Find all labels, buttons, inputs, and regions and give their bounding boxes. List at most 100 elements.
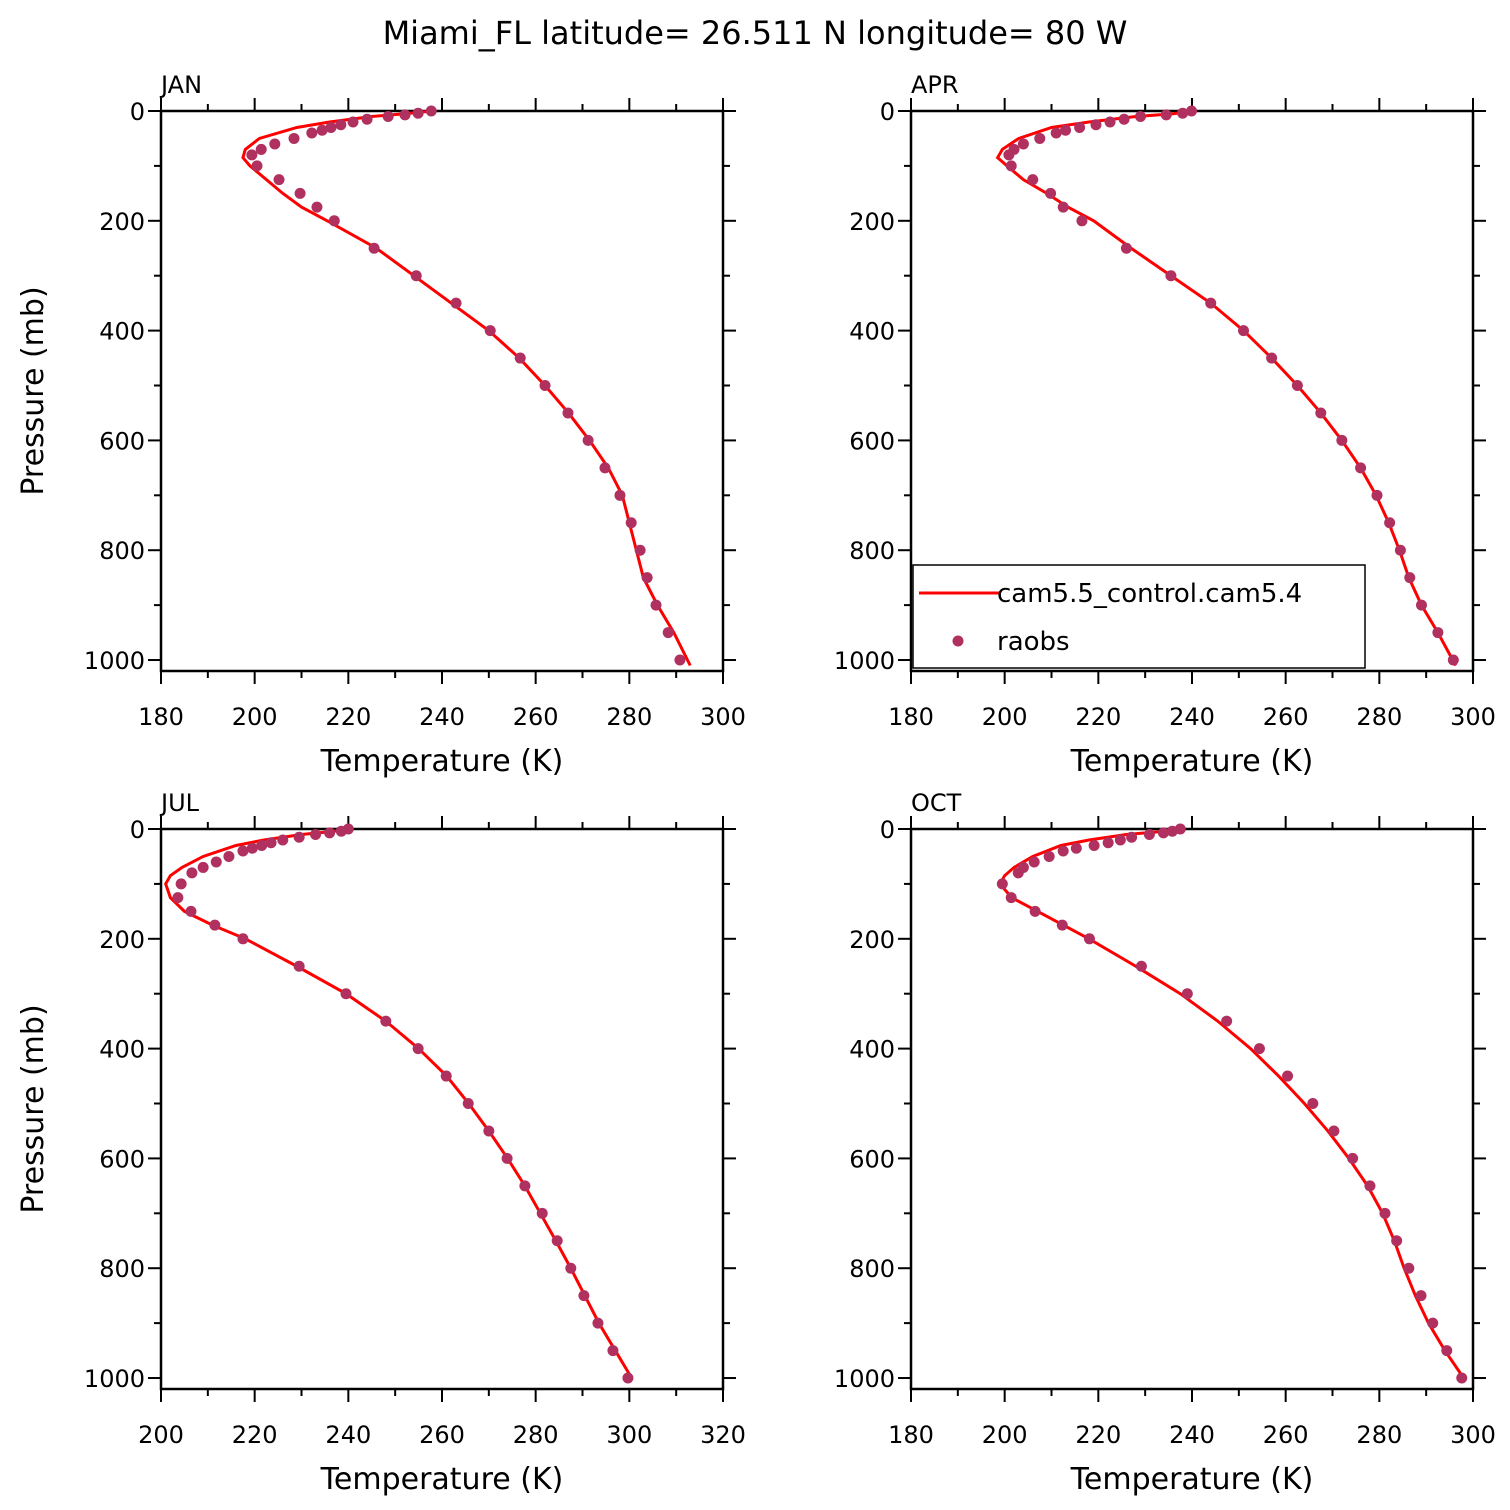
x-axis-label: Temperature (K)	[1070, 1462, 1314, 1497]
obs-point	[1017, 138, 1029, 150]
obs-point	[565, 1262, 577, 1274]
plot-frame	[159, 109, 725, 673]
obs-point	[1057, 201, 1069, 213]
obs-point	[641, 572, 653, 584]
y-axis-label: Pressure (mb)	[16, 286, 51, 495]
x-tick-label: 200	[982, 1421, 1028, 1449]
obs-point	[607, 1345, 619, 1357]
obs-point	[1118, 113, 1130, 125]
obs-point	[209, 919, 221, 931]
y-tick-label: 0	[130, 98, 145, 126]
y-tick-label: 0	[130, 816, 145, 844]
obs-point	[412, 107, 424, 119]
obs-point	[1364, 1180, 1376, 1192]
obs-point	[1379, 1207, 1391, 1219]
y-tick-label: 0	[880, 816, 895, 844]
obs-point	[186, 867, 198, 879]
obs-point	[1126, 831, 1138, 843]
y-tick-label: 0	[880, 98, 895, 126]
obs-point	[1282, 1070, 1294, 1082]
obs-point	[614, 489, 626, 501]
obs-point	[1328, 1125, 1340, 1137]
obs-point	[1336, 434, 1348, 446]
obs-point	[251, 160, 263, 172]
obs-point	[185, 905, 197, 917]
legend-label: raobs	[997, 627, 1070, 657]
obs-point	[1114, 834, 1126, 846]
panel: 0 200 400 600 800 1000 200 220 240 260 280 300 320 JU…	[16, 789, 746, 1497]
obs-point	[294, 187, 306, 199]
obs-point	[1143, 828, 1155, 840]
obs-point	[1083, 933, 1095, 945]
obs-point	[1404, 572, 1416, 584]
obs-point	[1266, 352, 1278, 364]
obs-point	[1166, 825, 1178, 837]
plot-frame	[159, 827, 725, 1391]
obs-point	[1347, 1152, 1359, 1164]
obs-point	[578, 1290, 590, 1302]
obs-point	[1315, 407, 1327, 419]
x-tick-label: 180	[138, 703, 184, 731]
obs-point	[1403, 1262, 1415, 1274]
obs-point	[210, 856, 222, 868]
panel: 0 200 400 600 800 1000 180 200 220 240 260 280 300 OC…	[834, 789, 1496, 1497]
obs-point	[1056, 919, 1068, 931]
obs-point	[1307, 1098, 1319, 1110]
y-tick-label: 600	[99, 1145, 145, 1173]
obs-point	[293, 960, 305, 972]
obs-point	[328, 215, 340, 227]
x-tick-label: 240	[419, 703, 465, 731]
obs-point	[501, 1152, 513, 1164]
obs-point	[1029, 905, 1041, 917]
obs-point	[412, 1043, 424, 1055]
obs-point	[277, 834, 289, 846]
obs-point	[1088, 839, 1100, 851]
obs-point	[1456, 1372, 1468, 1384]
x-tick-label: 300	[606, 1421, 652, 1449]
obs-point	[335, 119, 347, 131]
obs-point	[1090, 119, 1102, 131]
y-tick-label: 800	[99, 537, 145, 565]
panel-title: APR	[911, 71, 959, 99]
y-tick-label: 800	[99, 1255, 145, 1283]
x-tick-label: 320	[700, 1421, 746, 1449]
x-tick-label: 240	[1169, 1421, 1215, 1449]
obs-point	[1034, 132, 1046, 144]
x-axis-label: Temperature (K)	[320, 744, 564, 779]
y-axis-label: Pressure (mb)	[16, 1004, 51, 1213]
obs-point	[237, 845, 249, 857]
obs-point	[399, 109, 411, 121]
obs-point	[1003, 149, 1015, 161]
y-tick-label: 200	[849, 208, 895, 236]
obs-point	[1432, 627, 1444, 639]
obs-point	[514, 352, 526, 364]
x-tick-label: 300	[1450, 1421, 1496, 1449]
y-tick-label: 600	[849, 427, 895, 455]
x-tick-label: 280	[513, 1421, 559, 1449]
obs-point	[1181, 988, 1193, 1000]
obs-point	[223, 850, 235, 862]
obs-point	[1057, 845, 1069, 857]
obs-point	[1005, 892, 1017, 904]
obs-point	[288, 132, 300, 144]
obs-point	[450, 297, 462, 309]
obs-point	[462, 1098, 474, 1110]
obs-point	[1415, 599, 1427, 611]
obs-point	[293, 831, 305, 843]
obs-point	[1074, 121, 1086, 133]
x-tick-label: 180	[888, 1421, 934, 1449]
obs-point	[582, 434, 594, 446]
obs-point	[519, 1180, 531, 1192]
y-tick-label: 1000	[834, 647, 895, 675]
profile-line	[998, 827, 1465, 1379]
obs-point	[1177, 107, 1189, 119]
x-tick-label: 240	[1169, 703, 1215, 731]
x-tick-label: 200	[232, 703, 278, 731]
obs-point	[246, 842, 258, 854]
obs-point	[325, 121, 337, 133]
x-tick-label: 260	[1263, 703, 1309, 731]
obs-point	[361, 113, 373, 125]
obs-point	[674, 654, 686, 666]
obs-point	[1186, 105, 1198, 117]
